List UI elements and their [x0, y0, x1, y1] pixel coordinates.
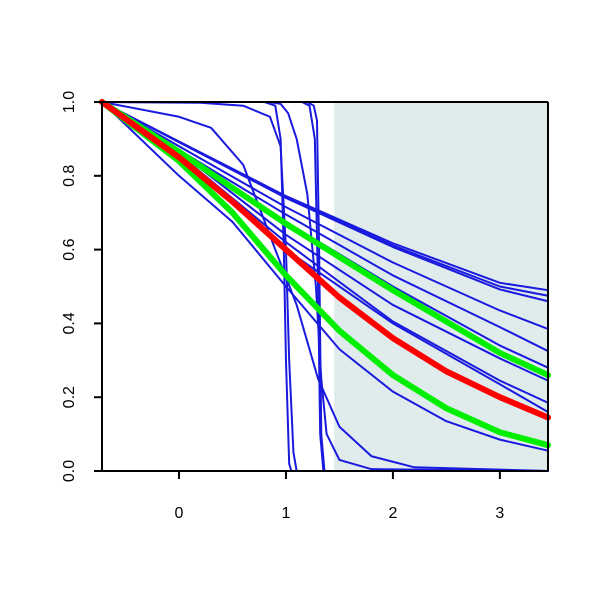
series-layer — [99, 99, 551, 472]
shaded-region-layer — [334, 102, 548, 471]
series-line-blue-10 — [101, 101, 549, 452]
y-tick-label: 1.0 — [61, 91, 78, 113]
x-tick-label: 1 — [282, 505, 291, 522]
series-line-red-19 — [99, 99, 551, 421]
y-tick-label: 0.4 — [61, 312, 78, 334]
shaded-region — [334, 102, 548, 471]
y-tick-label: 0.6 — [61, 238, 78, 260]
x-tick-label: 0 — [175, 505, 184, 522]
x-tick-label: 2 — [388, 505, 397, 522]
series-line-blue-11 — [101, 101, 549, 472]
series-line-blue-4 — [101, 101, 549, 330]
series-line-green-18 — [99, 99, 551, 449]
y-tick-label: 0.0 — [61, 460, 78, 482]
y-tick-label: 0.8 — [61, 165, 78, 187]
axes: 0 1 2 3 0.0 0.2 0.4 0.6 0.8 1.0 — [61, 91, 549, 522]
y-tick-label: 0.2 — [61, 386, 78, 408]
series-line-blue-3 — [101, 101, 549, 303]
x-tick-label: 3 — [495, 505, 504, 522]
series-line-green-17 — [99, 99, 551, 379]
